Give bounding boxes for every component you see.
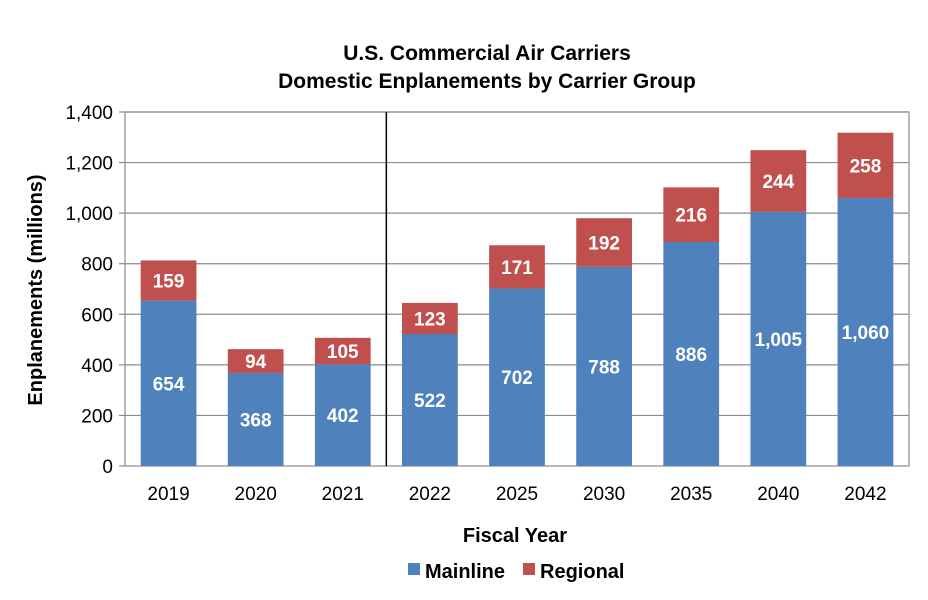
- bar-value-label: 1,060: [842, 323, 890, 344]
- bar-regional-2020: [227, 349, 284, 373]
- bar-mainline-2030: [576, 266, 632, 466]
- y-axis-ticks: 0 200 400 600 800 1,000 1,200 1,400: [65, 103, 125, 478]
- x-axis-title: Fiscal Year: [463, 525, 567, 547]
- bar-regional-2022: [402, 302, 458, 335]
- bar-value-label: 123: [414, 309, 446, 330]
- x-tick-label: 2020: [235, 484, 277, 505]
- bar-regional-2021: [314, 337, 371, 365]
- legend: Mainline Regional: [408, 561, 624, 583]
- legend-swatch-mainline: [408, 563, 420, 575]
- legend-label-mainline: Mainline: [425, 561, 505, 583]
- bar-mainline-2040: [750, 211, 807, 466]
- x-tick-label: 2042: [844, 484, 886, 505]
- bar-regional-2030: [576, 218, 632, 267]
- bar-mainline-2022: [402, 334, 458, 466]
- bar-value-label: 94: [245, 352, 267, 373]
- bar-regional-2019: [140, 260, 197, 301]
- bar-mainline-2019: [140, 300, 197, 466]
- bar-value-label: 171: [501, 258, 533, 279]
- bar-mainline-2035: [663, 241, 720, 466]
- bar-mainline-2042: [837, 197, 894, 466]
- legend-label-regional: Regional: [540, 561, 624, 583]
- x-tick-label: 2030: [583, 484, 625, 505]
- bar-value-label: 159: [153, 272, 185, 293]
- y-axis-title: Enplanements (millions): [25, 174, 47, 405]
- x-tick-label: 2040: [757, 484, 799, 505]
- y-tick-label: 400: [81, 356, 113, 377]
- bar-value-label: 1,005: [755, 330, 803, 351]
- bar-regional-2025: [489, 245, 545, 289]
- bar-regional-2040: [750, 150, 807, 212]
- x-tick-label: 2019: [147, 484, 189, 505]
- chart-subtitle: Domestic Enplanements by Carrier Group: [278, 70, 696, 93]
- y-tick-label: 600: [81, 305, 113, 326]
- bar-value-label: 654: [153, 374, 185, 395]
- legend-swatch-regional: [523, 563, 536, 575]
- y-tick-label: 1,400: [65, 103, 113, 124]
- x-tick-label: 2035: [670, 484, 712, 505]
- bar-value-label: 258: [850, 156, 882, 177]
- bar-value-label: 402: [327, 406, 359, 427]
- bar-value-label: 105: [327, 342, 359, 363]
- y-tick-label: 1,000: [65, 204, 113, 225]
- bar-mainline-2021: [314, 364, 371, 466]
- bar-value-label: 244: [762, 172, 794, 193]
- y-tick-label: 200: [81, 406, 113, 427]
- x-tick-label: 2021: [322, 484, 364, 505]
- x-axis-ticks: 2019 2020 2021 2022 2025 2030 2035 2040 2042: [147, 484, 886, 505]
- bar-mainline-2025: [489, 288, 545, 466]
- bar-value-label: 886: [675, 345, 707, 366]
- y-tick-label: 0: [102, 457, 113, 478]
- bar-value-label: 216: [675, 206, 707, 227]
- y-tick-label: 1,200: [65, 154, 113, 175]
- bar-value-label: 368: [240, 410, 272, 431]
- bar-regional-2042: [837, 132, 894, 198]
- bar-mainline-2020: [227, 372, 284, 466]
- chart-title: U.S. Commercial Air Carriers: [343, 42, 631, 65]
- bar-value-label: 788: [588, 357, 620, 378]
- bar-value-label: 522: [414, 391, 446, 412]
- x-tick-label: 2022: [409, 484, 451, 505]
- bar-value-label: 192: [588, 233, 620, 254]
- bar-value-label: 702: [501, 368, 533, 389]
- y-tick-label: 800: [81, 255, 113, 276]
- bar-regional-2035: [663, 187, 720, 242]
- bars: 654 159 368 94 402 105 522 123 702 171 788 192 886 21…: [140, 112, 894, 466]
- x-tick-label: 2025: [496, 484, 538, 505]
